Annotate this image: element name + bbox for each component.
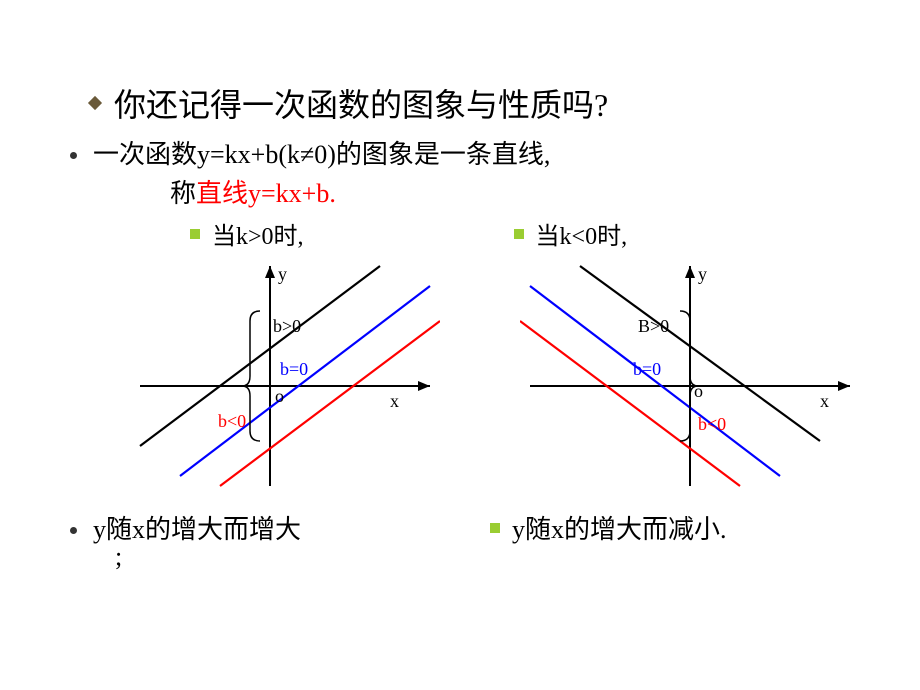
conditions-row: 当k>0时, 当k<0时, — [40, 216, 880, 251]
bottom-right-text: y随x的增大而减小. — [512, 509, 727, 546]
chart-right-svg — [520, 256, 860, 496]
y-axis-label: y — [698, 264, 707, 285]
square-bullet — [514, 229, 524, 239]
chart-left: y x o b>0 b=0 b<0 — [100, 256, 440, 501]
origin-label: o — [694, 381, 703, 402]
title-text: 你还记得一次函数的图象与性质吗? — [114, 80, 608, 126]
charts-row: y x o b>0 b=0 b<0 y x o B>0 b=0 b<0 — [40, 256, 880, 501]
x-axis-label: x — [820, 391, 829, 412]
x-axis-label: x — [390, 391, 399, 412]
dot-bullet — [70, 152, 77, 159]
cond-negative: 当k<0时, — [514, 216, 628, 251]
chart-left-svg — [100, 256, 440, 496]
cond-pos-text: 当k>0时, — [212, 216, 304, 251]
title-row: 你还记得一次函数的图象与性质吗? — [90, 80, 880, 126]
y-axis-label: y — [278, 264, 287, 285]
origin-label: o — [275, 386, 284, 407]
b-zero-label: b=0 — [633, 359, 661, 380]
line1-text: 一次函数y=kx+b(k≠0)的图象是一条直线, — [93, 134, 550, 171]
bottom-right: y随x的增大而减小. — [490, 509, 727, 546]
line1: 一次函数y=kx+b(k≠0)的图象是一条直线, — [70, 134, 880, 171]
b-pos-label: b>0 — [273, 316, 301, 337]
dot-bullet — [70, 527, 77, 534]
bottom-left: y随x的增大而增大 — [70, 509, 470, 546]
semicolon: ; — [115, 542, 880, 572]
b-neg-label: b<0 — [698, 414, 726, 435]
line2-prefix: 称 — [170, 179, 196, 208]
slide-content: 你还记得一次函数的图象与性质吗? 一次函数y=kx+b(k≠0)的图象是一条直线… — [0, 0, 920, 572]
cond-neg-text: 当k<0时, — [536, 216, 628, 251]
cond-positive: 当k>0时, — [190, 216, 304, 251]
line2-red: 直线y=kx+b. — [196, 179, 336, 208]
chart-right: y x o B>0 b=0 b<0 — [520, 256, 860, 501]
B-pos-label: B>0 — [638, 316, 669, 337]
square-bullet — [190, 229, 200, 239]
square-bullet — [490, 523, 500, 533]
diamond-bullet — [88, 96, 102, 110]
line2: 称直线y=kx+b. — [170, 173, 880, 210]
b-neg-label: b<0 — [218, 411, 246, 432]
bottom-row: y随x的增大而增大 y随x的增大而减小. — [40, 509, 880, 546]
bottom-left-text: y随x的增大而增大 — [93, 509, 301, 546]
b-zero-label: b=0 — [280, 359, 308, 380]
